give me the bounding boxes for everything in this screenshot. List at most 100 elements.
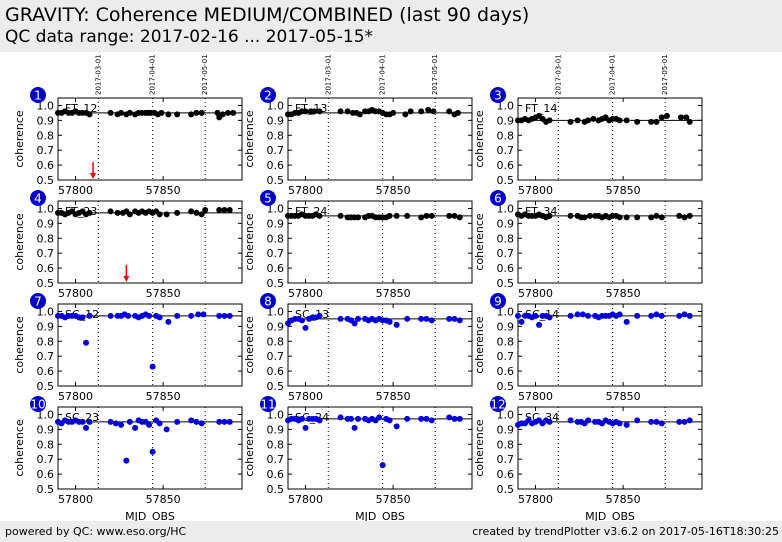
data-point — [200, 311, 207, 318]
data-point — [198, 211, 205, 218]
y-tick-label: 0.7 — [37, 350, 55, 363]
x-tick-label: 57850 — [606, 184, 641, 197]
data-point — [165, 111, 172, 118]
y-axis-label: coherence — [243, 213, 256, 271]
y-tick-label: 1.0 — [497, 202, 515, 215]
data-point — [163, 211, 170, 218]
y-tick-label: 0.7 — [37, 144, 55, 157]
x-tick-label: 57850 — [606, 287, 641, 300]
data-point — [83, 424, 90, 431]
data-point — [149, 448, 156, 455]
data-point — [386, 318, 393, 325]
y-tick-label: 1.0 — [37, 305, 55, 318]
y-tick-label: 0.8 — [497, 438, 515, 451]
data-point — [623, 214, 630, 221]
date-marker-label: 2017-04-01 — [379, 54, 387, 95]
y-axis-label: coherence — [13, 110, 26, 168]
date-marker-label: 2017-03-01 — [324, 54, 332, 95]
panel-label: FT_14 — [525, 102, 557, 115]
data-point — [393, 321, 400, 328]
x-tick-label: 57850 — [376, 184, 411, 197]
panel-2: 2017-03-01 2017-04-01 2017-05-01 0.5 0.6 0.7 0… — [243, 54, 473, 197]
data-point — [337, 414, 344, 421]
data-point — [456, 415, 463, 422]
data-point — [574, 311, 581, 318]
y-tick-label: 0.5 — [497, 380, 515, 393]
x-axis-label: MJD_OBS — [125, 510, 175, 523]
y-tick-label: 0.5 — [267, 277, 285, 290]
x-tick-label: 57800 — [518, 390, 553, 403]
data-point — [616, 214, 623, 221]
data-point — [567, 417, 574, 424]
y-tick-label: 0.9 — [267, 423, 285, 436]
plot-frame — [287, 406, 473, 490]
data-point — [351, 424, 358, 431]
panel-index-label: 7 — [34, 295, 42, 309]
data-point — [386, 212, 393, 219]
data-point — [456, 214, 463, 221]
data-point — [146, 312, 153, 319]
data-point — [316, 212, 323, 219]
data-point — [428, 317, 435, 324]
data-point — [658, 114, 665, 121]
y-tick-label: 0.8 — [37, 129, 55, 142]
x-tick-label: 57850 — [606, 493, 641, 506]
x-tick-label: 57850 — [146, 287, 181, 300]
panel-12: 0.5 0.6 0.7 0.8 0.9 1.0 57800 57850 coherence MJD… — [473, 396, 703, 523]
data-point — [653, 311, 660, 318]
data-point — [316, 108, 323, 115]
data-point — [623, 318, 630, 325]
y-axis-label: coherence — [243, 316, 256, 374]
panel-index-badge — [30, 190, 46, 206]
data-point — [226, 206, 233, 213]
data-point — [686, 312, 693, 319]
y-tick-label: 0.8 — [37, 438, 55, 451]
y-tick-label: 0.5 — [37, 380, 55, 393]
y-tick-label: 0.5 — [497, 483, 515, 496]
header-bar: GRAVITY: Coherence MEDIUM/COMBINED (last… — [0, 0, 782, 52]
data-point — [590, 115, 597, 122]
data-point — [216, 206, 223, 213]
y-tick-label: 0.6 — [497, 159, 515, 172]
data-point — [337, 212, 344, 219]
data-point — [546, 212, 553, 219]
y-tick-label: 0.5 — [267, 483, 285, 496]
x-tick-label: 57850 — [606, 390, 641, 403]
data-point — [226, 418, 233, 425]
data-point — [663, 112, 670, 119]
data-point — [428, 212, 435, 219]
data-point — [653, 212, 660, 219]
y-tick-label: 0.7 — [37, 247, 55, 260]
data-point — [423, 212, 430, 219]
y-tick-label: 1.0 — [267, 202, 285, 215]
y-tick-label: 0.6 — [37, 262, 55, 275]
data-point — [316, 417, 323, 424]
x-tick-label: 57800 — [288, 493, 323, 506]
data-point — [634, 312, 641, 319]
data-point — [676, 312, 683, 319]
data-point — [224, 109, 231, 116]
data-point — [683, 114, 690, 121]
y-tick-label: 0.6 — [37, 159, 55, 172]
x-tick-label: 57800 — [288, 287, 323, 300]
data-point — [634, 417, 641, 424]
panel-1: 2017-03-01 2017-04-01 2017-05-01 0.5 0.6 0.7 0… — [13, 54, 243, 197]
data-point — [156, 314, 163, 321]
data-point — [456, 317, 463, 324]
y-tick-label: 0.8 — [267, 438, 285, 451]
x-tick-label: 57850 — [376, 493, 411, 506]
data-point — [149, 363, 156, 370]
data-point — [198, 420, 205, 427]
date-marker-label: 2017-04-01 — [149, 54, 157, 95]
data-point — [390, 109, 397, 116]
data-point — [546, 117, 553, 124]
data-point — [648, 312, 655, 319]
data-point — [681, 311, 688, 318]
data-point — [585, 417, 592, 424]
data-point — [418, 415, 425, 422]
data-point — [653, 418, 660, 425]
panel-index-badge — [260, 190, 276, 206]
data-point — [532, 312, 539, 319]
data-point — [567, 312, 574, 319]
